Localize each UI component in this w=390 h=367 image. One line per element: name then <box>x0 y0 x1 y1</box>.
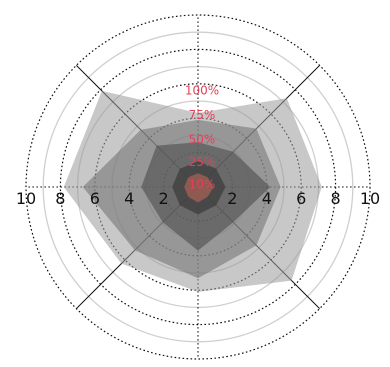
x-tick-label-4: 4 <box>124 189 134 208</box>
x-tick-label-3: 6 <box>90 189 100 208</box>
percent-label-1: 100% <box>185 84 219 98</box>
x-tick-label-9: 8 <box>331 189 341 208</box>
grid-ring-light-4 <box>42 31 354 343</box>
percent-label-4: 25% <box>189 155 216 169</box>
percent-label-3: 50% <box>189 133 216 147</box>
x-tick-label-8: 6 <box>296 189 306 208</box>
percent-label-5: 10% <box>189 177 216 191</box>
x-tick-label-7: 4 <box>262 189 272 208</box>
grid-ring-5 <box>25 14 371 360</box>
x-tick-label-5: 2 <box>159 189 169 208</box>
series-polygon-5 <box>184 173 214 203</box>
x-tick-label-1: 10 <box>16 189 36 208</box>
x-tick-label-6: 2 <box>227 189 237 208</box>
x-tick-label-2: 8 <box>55 189 65 208</box>
percent-label-2: 75% <box>189 108 216 122</box>
x-tick-label-10: 10 <box>360 189 380 208</box>
